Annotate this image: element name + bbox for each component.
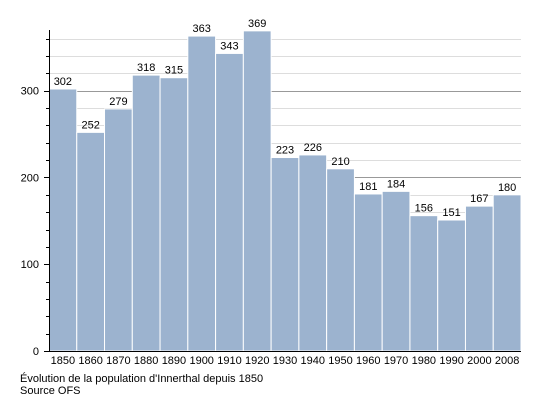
bar-2000	[464, 205, 494, 352]
data-label: 184	[387, 178, 405, 190]
data-label: 180	[498, 182, 516, 194]
chart-source: Source OFS	[20, 385, 81, 397]
bar-1940	[298, 154, 328, 352]
x-tick-label: 1910	[217, 355, 241, 367]
data-label: 223	[276, 145, 294, 157]
data-label: 343	[220, 40, 238, 52]
y-tick-label: 0	[33, 346, 39, 358]
data-label: 315	[165, 65, 183, 77]
data-label: 318	[137, 62, 155, 74]
data-label: 226	[304, 142, 322, 154]
bar-1870	[104, 108, 133, 352]
bar-1980	[409, 215, 439, 352]
bar-1850	[48, 88, 78, 352]
chart-caption: Évolution de la population d'Innerthal d…	[20, 373, 264, 385]
y-tick-label: 200	[21, 172, 39, 184]
data-label: 181	[359, 181, 377, 193]
y-tick-label: 300	[21, 86, 39, 98]
data-label: 167	[470, 193, 488, 205]
data-label: 252	[81, 119, 99, 131]
bar-1900	[187, 35, 217, 352]
bar-1860	[76, 131, 106, 352]
bar-1970	[381, 190, 411, 352]
data-label: 210	[331, 156, 349, 168]
bar-2008	[492, 194, 522, 352]
data-label: 369	[248, 18, 266, 30]
bars	[48, 30, 522, 352]
x-tick-label: 1990	[439, 355, 463, 367]
data-label: 363	[193, 23, 211, 35]
data-label: 302	[54, 76, 72, 88]
data-label: 151	[442, 207, 460, 219]
bar-1890	[159, 77, 189, 352]
x-tick-label: 1890	[162, 355, 186, 367]
x-tick-label: 1960	[356, 355, 380, 367]
x-tick-label: 1860	[78, 355, 102, 367]
x-tick-label: 1930	[273, 355, 297, 367]
x-tick-label: 2008	[495, 355, 519, 367]
x-tick-label: 1870	[106, 355, 130, 367]
x-tick-label: 1980	[412, 355, 436, 367]
bar-1920	[242, 30, 272, 352]
bar-1880	[131, 74, 161, 352]
data-label: 156	[415, 203, 433, 215]
bar-1910	[215, 52, 244, 352]
x-tick-label: 1950	[328, 355, 352, 367]
x-tick-label: 1900	[189, 355, 213, 367]
bar-1930	[270, 157, 300, 352]
x-tick-label: 1850	[51, 355, 75, 367]
x-tick-label: 1970	[384, 355, 408, 367]
y-tick-label: 100	[21, 259, 39, 271]
bar-1950	[326, 168, 355, 352]
x-tick-label: 2000	[467, 355, 491, 367]
x-tick-label: 1880	[134, 355, 158, 367]
data-labels: 302 252 279 318 315 363 343 369 223 226 210 181 184 1…	[54, 18, 517, 219]
x-tick-label: 1920	[245, 355, 269, 367]
bar-1960	[353, 193, 383, 352]
data-label: 279	[109, 96, 127, 108]
x-tick-label: 1940	[301, 355, 325, 367]
bar-1990	[437, 219, 466, 352]
